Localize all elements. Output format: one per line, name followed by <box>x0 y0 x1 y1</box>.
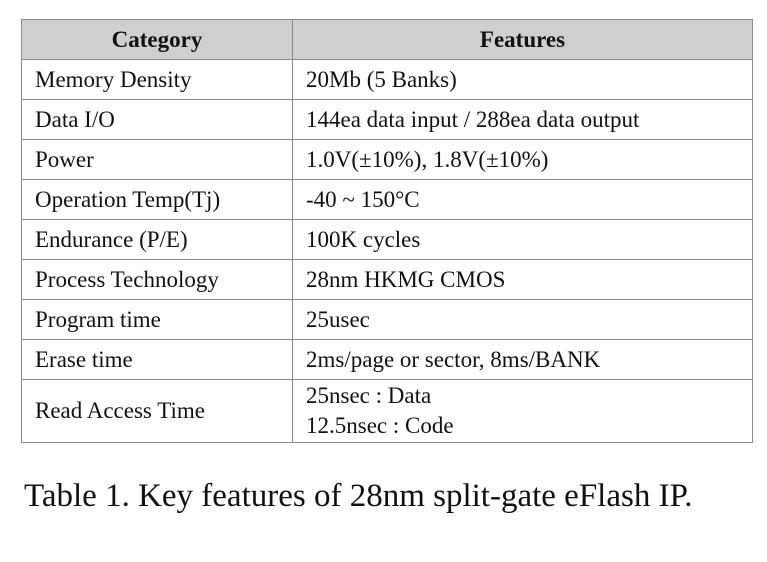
features-cell: 28nm HKMG CMOS <box>292 259 753 300</box>
features-cell: 100K cycles <box>292 219 753 260</box>
features-cell: 25usec <box>292 299 753 340</box>
category-cell: Process Technology <box>21 259 293 300</box>
category-cell: Erase time <box>21 339 293 380</box>
table-row: Process Technology 28nm HKMG CMOS <box>21 259 753 300</box>
feature-line: 100K cycles <box>306 226 421 252</box>
feature-line: 12.5nsec : Code <box>306 413 454 438</box>
category-cell: Data I/O <box>21 99 293 140</box>
feature-line: 25usec <box>306 306 370 332</box>
table-row: Read Access Time 25nsec : Data 12.5nsec … <box>21 379 753 443</box>
category-cell: Program time <box>21 299 293 340</box>
features-cell: 25nsec : Data 12.5nsec : Code <box>292 379 753 443</box>
feature-line: 20Mb (5 Banks) <box>306 66 457 92</box>
feature-line: 2ms/page or sector, 8ms/BANK <box>306 346 601 372</box>
features-cell: -40 ~ 150°C <box>292 179 753 220</box>
feature-line: 144ea data input / 288ea data output <box>306 106 640 132</box>
category-cell: Operation Temp(Tj) <box>21 179 293 220</box>
table-caption: Table 1. Key features of 28nm split-gate… <box>24 478 693 514</box>
features-table: Category Features Memory Density 20Mb (5… <box>21 19 753 443</box>
table-header-row: Category Features <box>21 19 753 60</box>
features-column-header: Features <box>292 19 753 60</box>
table-row: Program time 25usec <box>21 299 753 340</box>
category-cell: Read Access Time <box>21 379 293 443</box>
feature-line: -40 ~ 150°C <box>306 186 420 212</box>
category-cell: Power <box>21 139 293 180</box>
category-cell: Endurance (P/E) <box>21 219 293 260</box>
table-row: Memory Density 20Mb (5 Banks) <box>21 59 753 100</box>
feature-line: 1.0V(±10%), 1.8V(±10%) <box>306 146 549 172</box>
feature-line: 25nsec : Data <box>306 383 432 408</box>
features-cell: 20Mb (5 Banks) <box>292 59 753 100</box>
features-cell: 2ms/page or sector, 8ms/BANK <box>292 339 753 380</box>
table-row: Power 1.0V(±10%), 1.8V(±10%) <box>21 139 753 180</box>
feature-line: 28nm HKMG CMOS <box>306 266 506 292</box>
category-cell: Memory Density <box>21 59 293 100</box>
table-row: Operation Temp(Tj) -40 ~ 150°C <box>21 179 753 220</box>
features-cell: 1.0V(±10%), 1.8V(±10%) <box>292 139 753 180</box>
table-row: Data I/O 144ea data input / 288ea data o… <box>21 99 753 140</box>
features-cell: 144ea data input / 288ea data output <box>292 99 753 140</box>
category-column-header: Category <box>21 19 293 60</box>
table-row: Endurance (P/E) 100K cycles <box>21 219 753 260</box>
table-row: Erase time 2ms/page or sector, 8ms/BANK <box>21 339 753 380</box>
